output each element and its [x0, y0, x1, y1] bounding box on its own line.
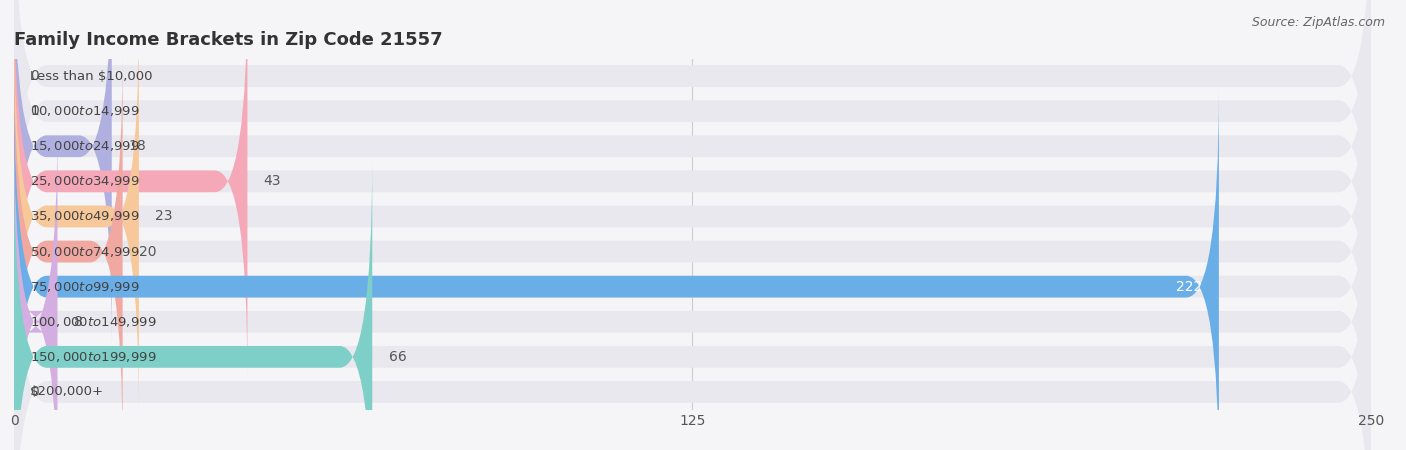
FancyBboxPatch shape: [14, 122, 1371, 450]
Text: 23: 23: [155, 209, 173, 224]
FancyBboxPatch shape: [14, 192, 1371, 450]
Text: 18: 18: [128, 139, 146, 153]
Text: $150,000 to $199,999: $150,000 to $199,999: [31, 350, 157, 364]
FancyBboxPatch shape: [14, 157, 1371, 450]
Text: $75,000 to $99,999: $75,000 to $99,999: [31, 279, 141, 294]
FancyBboxPatch shape: [14, 0, 1371, 276]
Text: $100,000 to $149,999: $100,000 to $149,999: [31, 315, 157, 329]
FancyBboxPatch shape: [14, 157, 373, 450]
FancyBboxPatch shape: [14, 52, 122, 450]
Text: 20: 20: [139, 244, 156, 259]
Text: 0: 0: [31, 69, 39, 83]
FancyBboxPatch shape: [14, 87, 1371, 450]
Text: Less than $10,000: Less than $10,000: [31, 70, 153, 82]
FancyBboxPatch shape: [14, 0, 247, 381]
FancyBboxPatch shape: [14, 122, 58, 450]
FancyBboxPatch shape: [14, 0, 111, 346]
FancyBboxPatch shape: [14, 0, 1371, 381]
FancyBboxPatch shape: [14, 0, 1371, 346]
Text: 8: 8: [73, 315, 83, 329]
Text: 222: 222: [1177, 279, 1202, 294]
Text: $50,000 to $74,999: $50,000 to $74,999: [31, 244, 141, 259]
FancyBboxPatch shape: [14, 17, 139, 416]
FancyBboxPatch shape: [14, 17, 1371, 416]
FancyBboxPatch shape: [14, 87, 1219, 450]
FancyBboxPatch shape: [14, 52, 1371, 450]
Text: 0: 0: [31, 385, 39, 399]
Text: $35,000 to $49,999: $35,000 to $49,999: [31, 209, 141, 224]
FancyBboxPatch shape: [14, 0, 1371, 311]
Text: 66: 66: [388, 350, 406, 364]
Text: 43: 43: [264, 174, 281, 189]
Text: Family Income Brackets in Zip Code 21557: Family Income Brackets in Zip Code 21557: [14, 31, 443, 49]
Text: $10,000 to $14,999: $10,000 to $14,999: [31, 104, 141, 118]
Text: $15,000 to $24,999: $15,000 to $24,999: [31, 139, 141, 153]
Text: 0: 0: [31, 104, 39, 118]
Text: Source: ZipAtlas.com: Source: ZipAtlas.com: [1251, 16, 1385, 29]
Text: $25,000 to $34,999: $25,000 to $34,999: [31, 174, 141, 189]
Text: $200,000+: $200,000+: [31, 386, 104, 398]
